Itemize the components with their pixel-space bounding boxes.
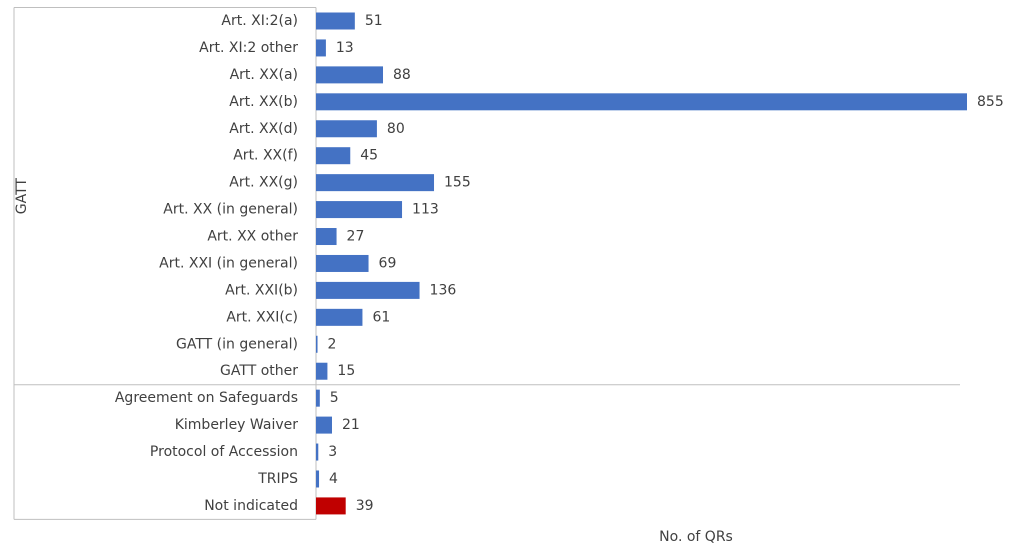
group-label: GATT — [14, 178, 30, 215]
bar — [316, 228, 337, 246]
bar — [316, 12, 355, 30]
bar — [316, 443, 319, 461]
value-label: 61 — [372, 309, 390, 325]
bar — [316, 120, 377, 138]
bar — [316, 497, 346, 515]
value-label: 21 — [342, 417, 360, 433]
bar — [316, 254, 369, 272]
bar — [316, 66, 384, 84]
bar — [316, 335, 318, 353]
y-tick-label: Art. XX(f) — [233, 148, 298, 164]
bar — [316, 389, 320, 407]
bar — [316, 174, 435, 192]
value-label: 80 — [387, 121, 405, 137]
value-label: 855 — [977, 94, 1004, 110]
value-label: 69 — [379, 255, 397, 271]
value-label: 51 — [365, 13, 383, 29]
value-label: 15 — [337, 363, 355, 379]
y-tick-label: Art. XI:2(a) — [221, 13, 298, 29]
value-label: 4 — [329, 471, 338, 487]
y-tick-label: Art. XX(a) — [230, 67, 298, 83]
value-label: 27 — [347, 229, 365, 245]
y-tick-label: Kimberley Waiver — [175, 417, 299, 433]
bar — [316, 39, 326, 57]
bar — [316, 281, 420, 299]
y-tick-label: GATT other — [220, 363, 298, 379]
value-label: 155 — [444, 175, 471, 191]
value-label: 5 — [330, 390, 339, 406]
y-tick-label: GATT (in general) — [176, 336, 298, 352]
y-tick-label: Art. XX(d) — [229, 121, 298, 137]
y-tick-label: Art. XXI (in general) — [159, 255, 298, 271]
bar — [316, 470, 320, 488]
y-tick-label: Art. XX other — [207, 229, 298, 245]
y-tick-label: Art. XI:2 other — [199, 40, 298, 56]
y-tick-label: Agreement on Safeguards — [115, 390, 298, 406]
y-tick-label: Protocol of Accession — [150, 444, 298, 460]
bar — [316, 416, 332, 434]
bar — [316, 362, 328, 380]
y-tick-label: Art. XX (in general) — [163, 202, 298, 218]
value-label: 39 — [356, 498, 374, 514]
y-tick-label: Art. XXI(b) — [225, 282, 298, 298]
y-tick-label: Art. XXI(c) — [226, 309, 298, 325]
value-label: 45 — [360, 148, 378, 164]
x-axis-label: No. of QRs — [659, 529, 733, 545]
value-label: 113 — [412, 202, 439, 218]
bar — [316, 201, 403, 219]
value-label: 3 — [328, 444, 337, 460]
y-tick-label: Art. XX(g) — [229, 175, 298, 191]
value-label: 136 — [430, 282, 457, 298]
value-label: 13 — [336, 40, 354, 56]
bar — [316, 93, 967, 111]
y-tick-label: Not indicated — [204, 498, 298, 514]
y-tick-label: TRIPS — [257, 471, 298, 487]
value-label: 2 — [328, 336, 337, 352]
y-tick-label: Art. XX(b) — [229, 94, 298, 110]
bar — [316, 147, 351, 165]
value-label: 88 — [393, 67, 411, 83]
bar — [316, 308, 363, 326]
